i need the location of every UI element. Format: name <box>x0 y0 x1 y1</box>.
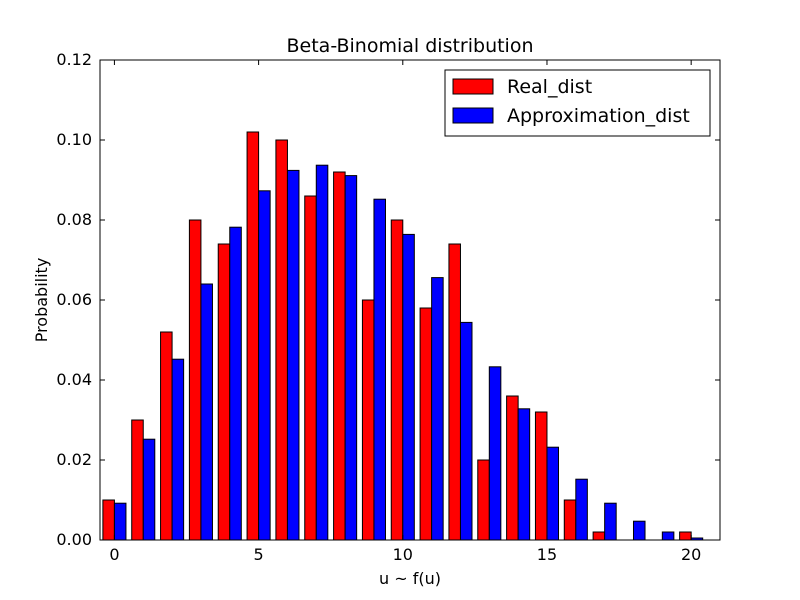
bar-real-14 <box>506 395 519 541</box>
bar-approximation-6 <box>286 169 300 541</box>
bar-approximation-18 <box>632 520 646 541</box>
y-tick-label: 0.04 <box>56 370 92 389</box>
bar-approximation-8 <box>344 175 358 541</box>
bar-real-9 <box>361 299 375 541</box>
bar-real-2 <box>160 331 173 541</box>
y-tick-label: 0.10 <box>56 130 92 149</box>
bar-real-15 <box>534 411 548 541</box>
bar-approximation-13 <box>488 366 502 541</box>
bar-approximation-10 <box>402 233 415 541</box>
legend-label-approximation: Approximation_dist <box>507 105 690 127</box>
axes-layer: 0.00 0.02 0.04 0.06 0.08 0.10 0.12 0 5 10 15 20 <box>56 50 720 564</box>
bar-approximation-11 <box>431 277 444 541</box>
bar-approximation-16 <box>575 478 588 541</box>
bar-real-13 <box>477 459 490 541</box>
x-tick-label: 10 <box>393 545 413 564</box>
bar-real-20 <box>679 531 692 541</box>
bar-approximation-7 <box>315 164 329 541</box>
bar-approximation-14 <box>517 408 531 541</box>
legend: Real_dist Approximation_dist <box>444 69 711 137</box>
bar-real-7 <box>304 195 317 541</box>
bar-approximation-19 <box>661 531 675 541</box>
bar-real-3 <box>188 219 202 541</box>
bar-real-5 <box>246 131 260 541</box>
bar-real-0 <box>102 499 115 541</box>
y-tick-label: 0.08 <box>56 210 92 229</box>
bar-approximation-1 <box>142 438 156 541</box>
bar-approximation-15 <box>546 446 560 541</box>
bar-approximation-4 <box>229 226 242 541</box>
bar-real-8 <box>333 171 346 541</box>
legend-label-real: Real_dist <box>507 76 592 98</box>
y-tick-label: 0.02 <box>56 450 92 469</box>
y-tick-label: 0.06 <box>56 290 92 309</box>
bar-approximation-3 <box>200 283 213 541</box>
bar-real-17 <box>592 531 606 541</box>
x-tick-label: 15 <box>537 545 557 564</box>
bar-real-12 <box>448 243 461 541</box>
bar-approximation-9 <box>373 198 386 541</box>
bar-approximation-12 <box>459 321 473 541</box>
bar-real-16 <box>563 499 577 541</box>
bar-real-10 <box>390 219 404 541</box>
x-tick-label: 5 <box>254 545 264 564</box>
y-axis-label: Probability <box>32 258 51 343</box>
bar-real-1 <box>131 419 144 541</box>
x-tick-label: 0 <box>109 545 119 564</box>
y-tick-label: 0.00 <box>56 530 92 549</box>
bar-approximation-5 <box>258 190 271 541</box>
bar-real-11 <box>419 307 433 541</box>
legend-swatch-real <box>452 78 494 95</box>
x-tick-label: 20 <box>681 545 701 564</box>
bar-approximation-2 <box>171 358 185 541</box>
bar-approximation-0 <box>113 502 127 541</box>
legend-swatch-approximation <box>452 107 494 124</box>
bar-real-6 <box>275 139 288 541</box>
y-tick-label: 0.12 <box>56 50 92 69</box>
chart-title: Beta-Binomial distribution <box>287 35 534 57</box>
bar-approximation-17 <box>604 502 617 541</box>
x-axis-label: u ~ f(u) <box>379 569 441 588</box>
bar-real-4 <box>217 243 231 541</box>
